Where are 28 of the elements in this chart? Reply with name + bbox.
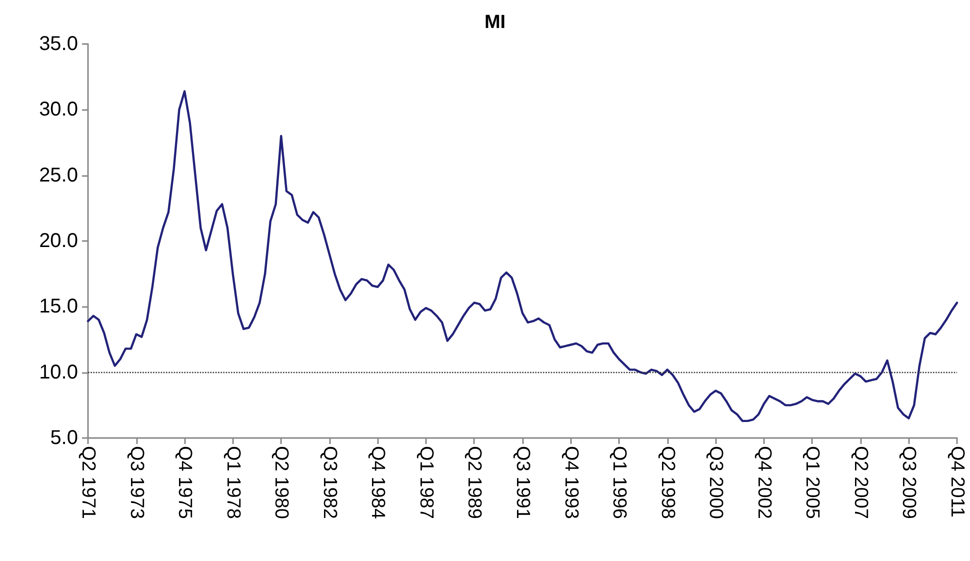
- x-tick-label: Q2 1998: [656, 446, 678, 519]
- y-tick-label: 20.0: [39, 230, 78, 252]
- x-tick-label: Q1 2005: [802, 446, 823, 519]
- x-tick-label: Q2 1980: [270, 446, 292, 519]
- x-tick-label: Q4 1975: [174, 446, 196, 519]
- y-tick-label: 25.0: [39, 164, 78, 186]
- x-tick-label: Q3 2000: [705, 446, 726, 519]
- x-tick-label: Q4 1984: [367, 446, 388, 520]
- x-tick-label: Q3 1973: [126, 446, 147, 519]
- y-tick-label: 30.0: [39, 98, 78, 121]
- y-tick-label: 35.0: [39, 33, 78, 55]
- y-tick-label: 15.0: [39, 296, 78, 318]
- x-tick-label: Q3 1991: [512, 446, 533, 519]
- x-tick-label: Q4 2002: [753, 446, 774, 519]
- x-tick-label: Q2 1989: [464, 446, 485, 519]
- y-tick-label: 10.0: [39, 361, 78, 384]
- x-tick-label: Q1 1987: [415, 446, 436, 519]
- x-tick-label: Q1 1978: [222, 446, 244, 519]
- x-tick-label: Q4 2011: [946, 446, 968, 518]
- x-tick-label: Q2 2007: [850, 446, 871, 519]
- x-tick-label: Q2 1971: [78, 446, 98, 519]
- x-tick-label: Q1 1996: [608, 446, 630, 519]
- x-tick-label: Q3 1982: [318, 446, 340, 519]
- y-tick-label: 5.0: [50, 427, 78, 449]
- chart-title: MI: [484, 12, 506, 33]
- x-tick-label: Q4 1993: [560, 446, 582, 519]
- line-series: [86, 90, 958, 422]
- x-tick-label: Q3 2009: [898, 446, 920, 519]
